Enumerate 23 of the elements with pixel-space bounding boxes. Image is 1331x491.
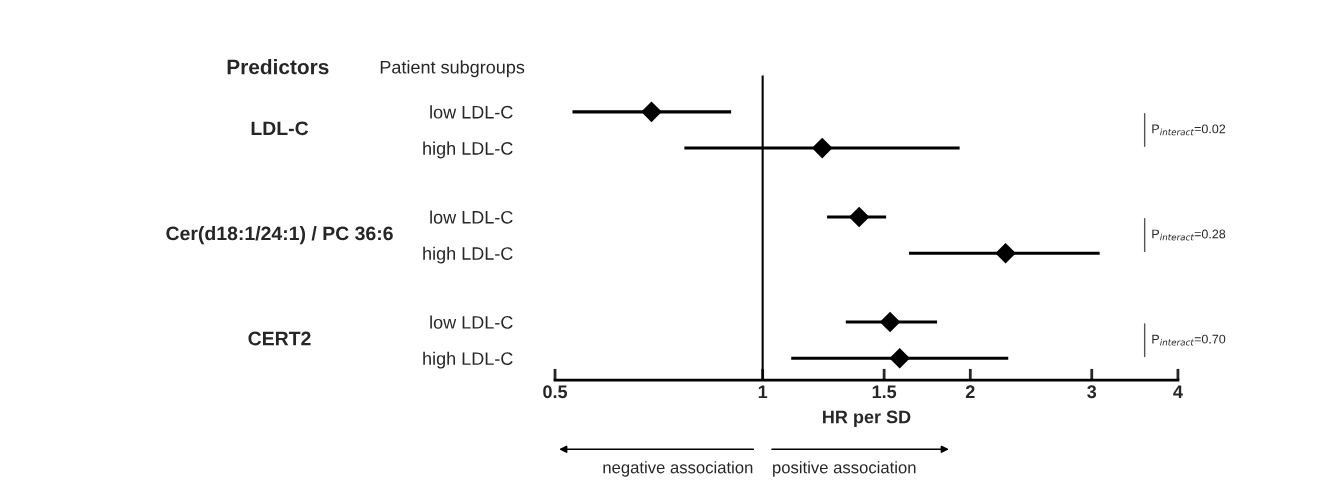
y-tick-label: low LDL-C — [430, 315, 513, 329]
y-tick-label: high LDL-C — [423, 246, 513, 264]
annotation: P$_{interact}$=0.70 — [1152, 334, 1226, 346]
x-tick-label: 3 — [1087, 385, 1097, 399]
y-tick-label: low LDL-C — [430, 210, 513, 224]
y-tick-label: low LDL-C — [430, 105, 513, 119]
text: Cer(d18:1/24:1) / PC 36:6 — [166, 226, 393, 245]
text: positive association — [773, 461, 916, 477]
text: LDL-C — [251, 121, 309, 136]
annotation: P$_{interact}$=0.02 — [1152, 124, 1226, 136]
x-axis-title: HR per SD — [823, 410, 911, 427]
text: negative association — [603, 461, 753, 477]
text: CERT2 — [248, 331, 311, 346]
text: Predictors — [227, 59, 329, 75]
x-tick-label: 1.5 — [872, 385, 897, 399]
x-tick-label: 1 — [758, 385, 768, 398]
y-tick-label: high LDL-C — [423, 351, 513, 369]
x-tick-label: 0.5 — [543, 385, 568, 399]
x-tick-label: 2 — [965, 385, 975, 398]
text: Patient subgroups — [380, 60, 525, 78]
annotation: P$_{interact}$=0.28 — [1152, 229, 1226, 241]
x-tick-label: 4 — [1173, 385, 1183, 398]
y-tick-label: high LDL-C — [423, 141, 513, 159]
